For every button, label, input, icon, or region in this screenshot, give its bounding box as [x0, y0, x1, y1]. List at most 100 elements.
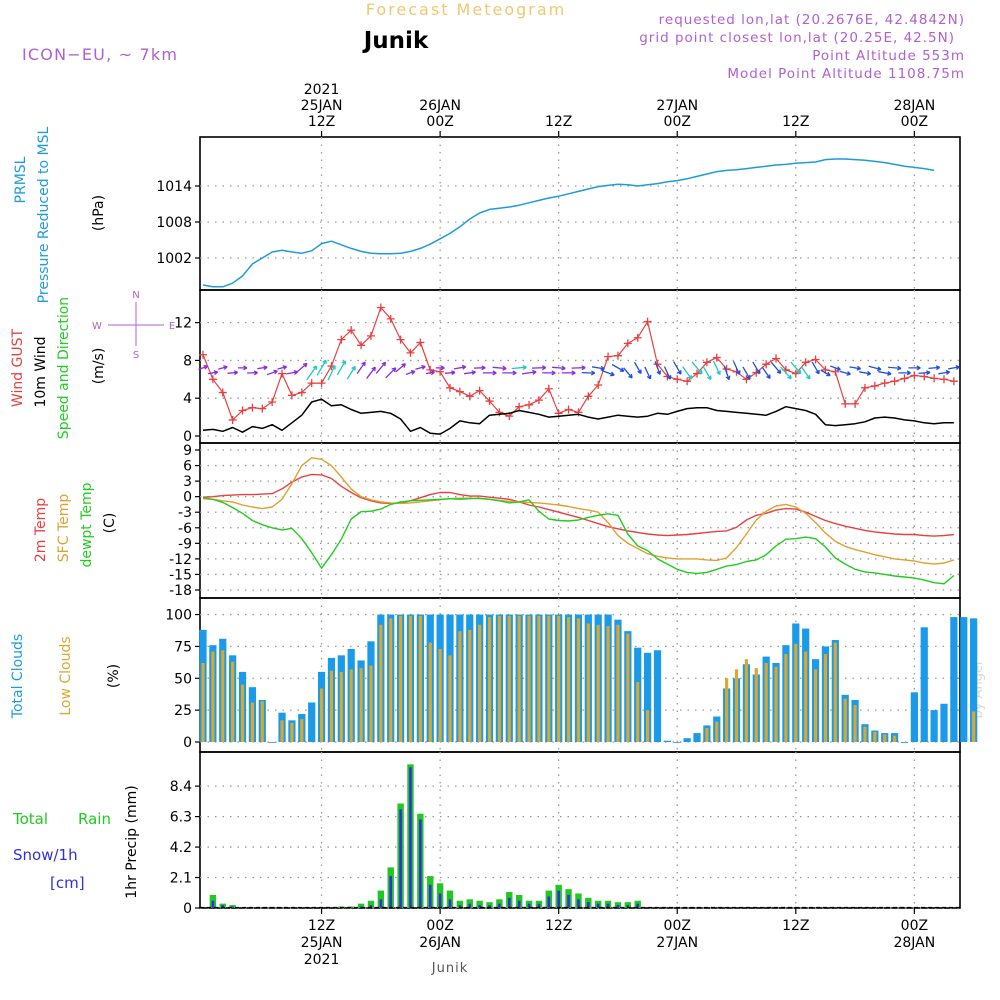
total-cloud-bar [910, 692, 918, 742]
snow-bar [468, 903, 472, 908]
snow-bar [438, 893, 442, 908]
wind-direction-arrow [654, 361, 662, 375]
temp-dewpt-line [202, 497, 955, 585]
clouds-ytick-label: 50 [174, 671, 192, 687]
snow-bar [221, 905, 225, 908]
wind-direction-arrow [521, 369, 537, 375]
top-time-label: 12Z [545, 114, 572, 130]
wind-direction-arrow [561, 370, 576, 376]
gust-marker [465, 392, 474, 401]
wind-direction-arrow [830, 365, 841, 371]
wind-direction-arrow [908, 365, 921, 371]
rain-bar [456, 900, 464, 908]
low-cloud-bar [487, 617, 492, 742]
wind-ytick-label: 4 [183, 391, 192, 407]
precip-ytick-label: 8.4 [170, 779, 192, 795]
rain-bar [367, 900, 375, 908]
temperature-panel: 2m Temp SFC Temp dewpt Temp (C) -18-15-1… [33, 442, 961, 599]
wind-direction-arrow [266, 369, 278, 376]
gust-marker [920, 372, 929, 381]
low-cloud-bar [408, 615, 413, 742]
wind-direction-arrow [482, 370, 497, 376]
rain-label: Rain [78, 810, 111, 828]
wind-10m-label: 10m Wind [33, 336, 49, 407]
low-cloud-bar [250, 702, 254, 742]
temp-dewpt-label: dewpt Temp [79, 482, 95, 567]
snow-bar [349, 907, 353, 908]
total-cloud-bar [268, 742, 276, 743]
gust-marker [841, 399, 850, 408]
requested-coords: requested lon,lat (20.2676E, 42.4842N) [659, 12, 965, 28]
gust-marker [386, 314, 395, 323]
wind-direction-arrow [238, 365, 248, 371]
wind-direction-arrow [425, 370, 435, 376]
wind-direction-arrow [644, 366, 652, 380]
low-cloud-bar [705, 727, 709, 742]
gust-marker [693, 369, 701, 378]
snow-bar [379, 899, 383, 908]
snow-bar [606, 903, 610, 908]
wind-direction-arrow [761, 366, 771, 379]
wind-direction-arrow [405, 370, 416, 376]
total-cloud-bar [683, 738, 691, 742]
precip-panel: Total Rain Snow/1h [cm] 1hr Precip (mm) … [12, 751, 961, 917]
wind-direction-arrow [723, 365, 731, 381]
low-cloud-bar [458, 631, 462, 742]
gust-marker [594, 380, 603, 389]
low-cloud-bar [527, 615, 531, 742]
low-clouds-label: Low Clouds [58, 636, 74, 715]
gust-marker [258, 404, 267, 413]
wind-direction-arrow [820, 369, 831, 377]
total-cloud-bar [920, 627, 928, 742]
low-cloud-bar [754, 668, 758, 742]
low-cloud-bar [221, 650, 225, 742]
pressure-panel: PRMSL Pressure Reduced to MSL (hPa) 1002… [13, 126, 961, 303]
precip-ytick-label: 6.3 [170, 810, 192, 826]
low-cloud-bar [468, 629, 472, 742]
gust-marker [742, 375, 751, 384]
low-cloud-bar [389, 618, 393, 742]
snow-bar [419, 819, 422, 908]
temp-ytick-label: -6 [178, 521, 192, 537]
snow-unit-label: [cm] [50, 874, 85, 892]
gust-marker [643, 317, 652, 326]
top-time-label: 25JAN [301, 98, 343, 114]
bottom-time-label: 28JAN [893, 935, 935, 951]
gust-marker [446, 383, 454, 392]
total-cloud-bar [693, 733, 701, 742]
total-cloud-bar [900, 742, 909, 743]
low-cloud-bar [428, 642, 432, 742]
gust-marker [228, 415, 237, 424]
wind-direction-arrow [888, 365, 902, 371]
wind-direction-arrow [375, 361, 387, 374]
gust-marker [475, 386, 484, 395]
low-cloud-bar [240, 684, 245, 742]
clouds-ytick-label: 25 [174, 703, 192, 719]
wind-unit: (m/s) [91, 348, 107, 385]
gust-marker [870, 381, 879, 390]
bottom-time-label: 12Z [782, 918, 809, 934]
total-cloud-bar [970, 618, 978, 742]
gust-marker [208, 375, 217, 384]
temp-ytick-label: 9 [183, 443, 192, 459]
snow-bar [567, 894, 570, 908]
low-cloud-bar [339, 671, 343, 742]
low-cloud-bar [349, 669, 353, 742]
gust-marker [801, 358, 810, 367]
low-cloud-bar [715, 721, 719, 742]
low-cloud-bar [606, 626, 610, 742]
snow-bar [587, 902, 590, 908]
gust-marker [238, 406, 247, 415]
model-altitude: Model Point Altitude 1108.75m [727, 66, 965, 82]
model-name: ICON−EU, ~ 7km [22, 45, 178, 64]
location-name: Junik [362, 28, 429, 54]
compass-n: N [132, 290, 139, 301]
bottom-time-label: 00Z [426, 918, 453, 934]
pressure-label-1: PRMSL [13, 156, 29, 203]
wind-direction-arrow [800, 366, 811, 380]
top-time-label: 00Z [901, 114, 928, 130]
gust-marker [307, 379, 316, 388]
header-title: Forecast Meteogram [366, 0, 566, 19]
